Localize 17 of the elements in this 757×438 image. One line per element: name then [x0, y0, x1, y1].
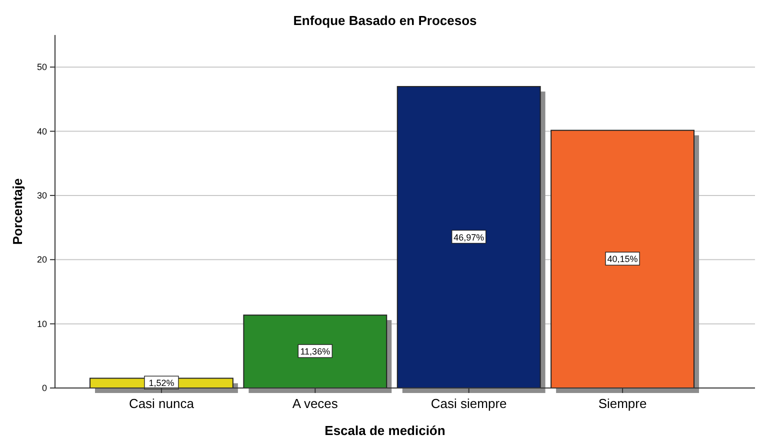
- x-tick-label: Casi siempre: [430, 396, 507, 411]
- x-tick-label: Siempre: [598, 396, 647, 411]
- chart-title: Enfoque Basado en Procesos: [293, 13, 477, 28]
- y-axis-title: Porcentaje: [10, 178, 25, 245]
- x-tick-label: Casi nunca: [128, 396, 195, 411]
- y-tick-label: 50: [36, 62, 47, 72]
- y-tick-label: 30: [36, 190, 47, 200]
- data-label: 1,52%: [148, 378, 174, 388]
- y-tick-label: 20: [36, 254, 47, 265]
- y-tick-label: 10: [36, 318, 47, 329]
- data-label: 46,97%: [454, 232, 484, 242]
- x-axis-title: Escala de medición: [324, 423, 446, 438]
- y-tick-label: 40: [36, 126, 47, 136]
- y-tick-label: 0: [42, 383, 47, 393]
- data-label: 11,36%: [300, 346, 330, 357]
- x-tick-label: A veces: [292, 396, 338, 411]
- data-label: 40,15%: [607, 254, 638, 264]
